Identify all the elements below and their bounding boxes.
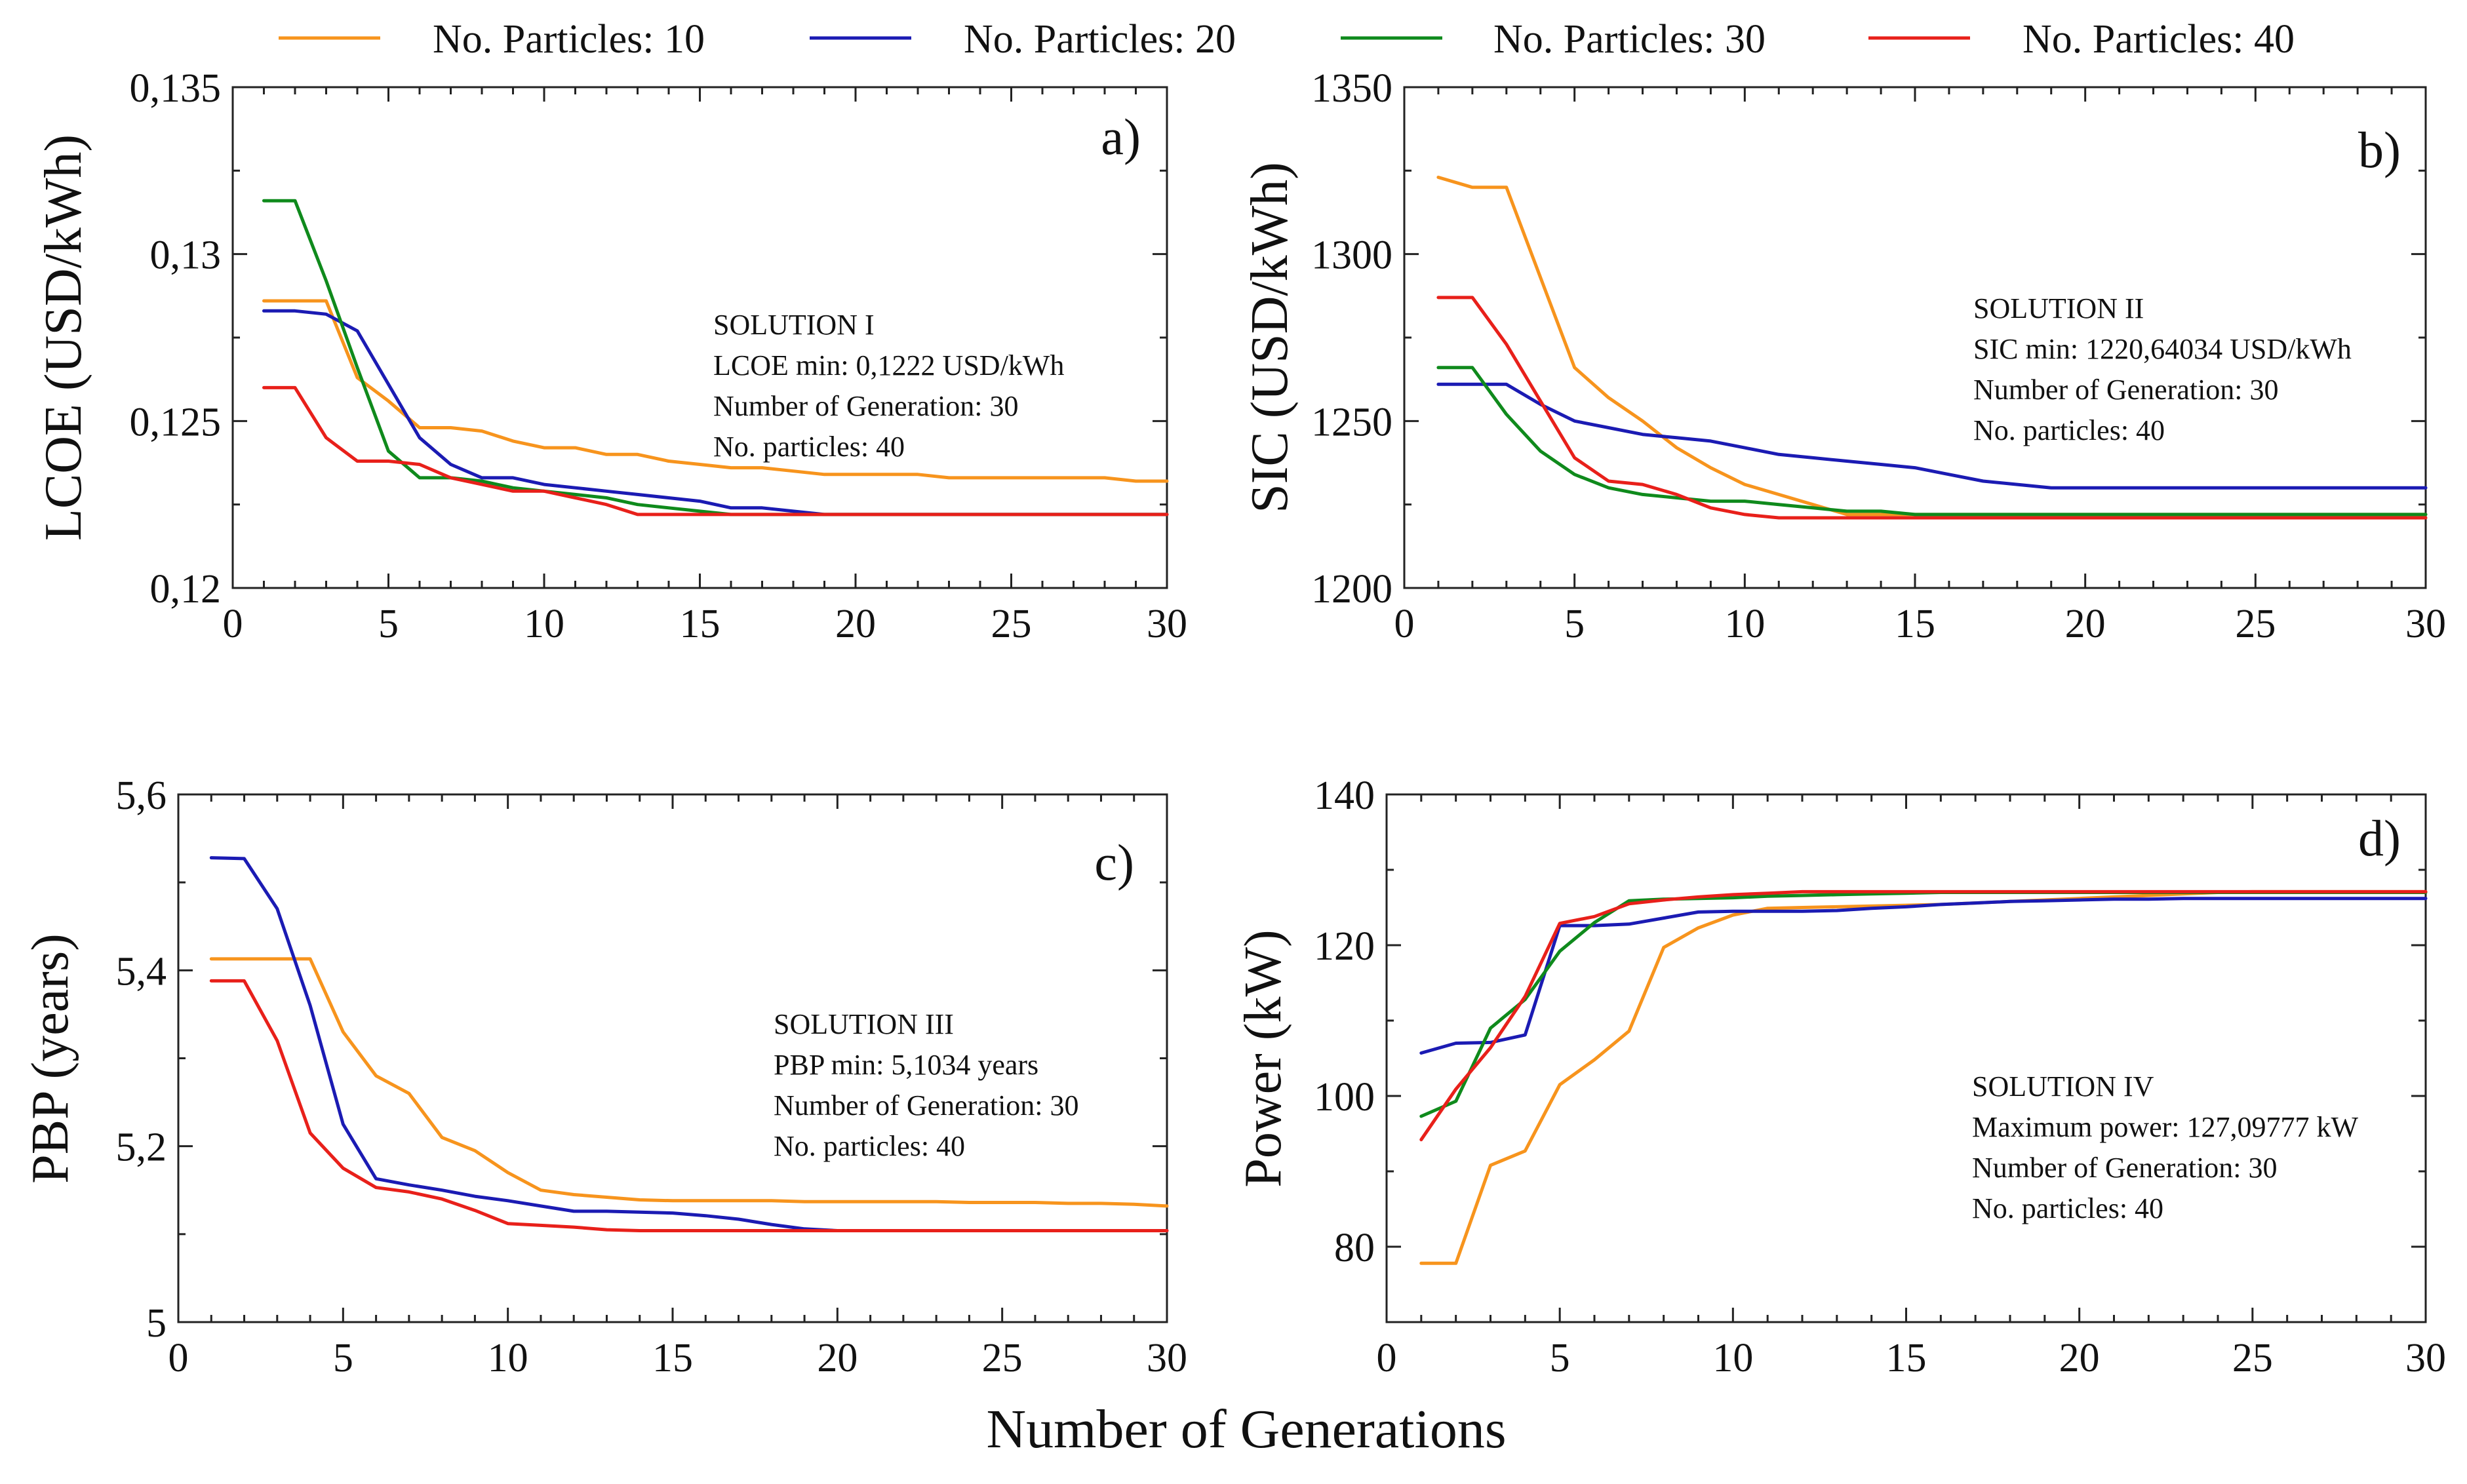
y-tick-label: 120 [1314, 924, 1375, 969]
panel-label: b) [2358, 121, 2401, 178]
x-tick-label: 30 [1147, 1336, 1187, 1380]
annotation-line: SOLUTION IV [1972, 1070, 2154, 1103]
x-tick-label: 5 [1564, 602, 1585, 646]
annotation-line: SOLUTION III [774, 1008, 954, 1040]
y-tick-label: 5 [146, 1301, 167, 1346]
x-tick-label: 0 [1377, 1336, 1397, 1380]
x-tick-label: 15 [1886, 1336, 1927, 1380]
y-axis-label: PBP (years) [22, 933, 79, 1183]
x-tick-label: 25 [982, 1336, 1023, 1380]
series-line-no-particles-40 [1419, 889, 2428, 1142]
series-line-no-particles-30 [1436, 366, 2428, 517]
x-tick-label: 20 [835, 602, 876, 646]
annotation-line: Number of Generation: 30 [1972, 1152, 2278, 1184]
series-line-no-particles-20 [1436, 382, 2428, 490]
panel-label: a) [1101, 108, 1141, 165]
x-tick-label: 30 [1147, 602, 1187, 646]
annotation-line: Maximum power: 127,09777 kW [1972, 1111, 2359, 1143]
annotation-line: Number of Generation: 30 [774, 1089, 1079, 1122]
y-tick-label: 5,2 [116, 1125, 167, 1170]
y-tick-label: 5,4 [116, 949, 167, 994]
x-tick-label: 0 [1394, 602, 1415, 646]
legend-label-2: No. Particles: 20 [964, 17, 1236, 62]
y-tick-label: 1350 [1311, 66, 1392, 111]
x-tick-label: 20 [2065, 602, 2106, 646]
series-line-no-particles-10 [1419, 889, 2428, 1265]
x-tick-label: 10 [488, 1336, 528, 1380]
y-tick-label: 1250 [1311, 400, 1392, 444]
x-tick-label: 10 [524, 602, 564, 646]
series-line-no-particles-40 [209, 979, 1169, 1232]
x-tick-label: 30 [2405, 602, 2446, 646]
chart-panels: 0 5 10 15 20 25 300,120,1250,130,135a)SOLUTION… [22, 66, 2446, 1380]
x-tick-label: 15 [1895, 602, 1935, 646]
annotation-line: No. particles: 40 [774, 1130, 965, 1162]
y-tick-label: 100 [1314, 1075, 1375, 1120]
series-line-no-particles-10 [209, 957, 1169, 1208]
plot-frame-d [1385, 793, 2427, 1323]
x-tick-label: 10 [1712, 1336, 1753, 1380]
series-line-no-particles-40 [262, 385, 1169, 517]
chart-panel-b: 0 5 10 15 20 25 30 1200 1250 1300 1350 b) SOLUTION I… [1241, 66, 2446, 646]
legend: No. Particles: 10 No. Particles: 20 No. Pa… [279, 17, 2295, 62]
annotation-line: Number of Generation: 30 [1973, 374, 2279, 406]
y-axis-label: SIC (USD/kWh) [1241, 162, 1299, 513]
x-axis-label: Number of Generations [986, 1399, 1506, 1460]
chart-panel-d: 0 5 10 15 20 25 30 80 100 120 140 d) SOLUTION IV Maxi… [1234, 773, 2446, 1380]
y-tick-label: 0,135 [130, 66, 222, 111]
annotation-line: SOLUTION II [1973, 292, 2144, 324]
annotation-line: LCOE min: 0,1222 USD/kWh [713, 349, 1064, 381]
x-tick-label: 5 [333, 1336, 353, 1380]
y-tick-label: 1300 [1311, 233, 1392, 278]
panel-label: d) [2358, 810, 2401, 867]
annotation-line: No. particles: 40 [713, 431, 905, 463]
x-tick-label: 25 [991, 602, 1032, 646]
x-tick-label: 30 [2405, 1336, 2446, 1380]
annotation-line: No. particles: 40 [1972, 1192, 2163, 1224]
y-axis-label: LCOE (USD/kWh) [35, 134, 92, 541]
y-tick-label: 0,13 [150, 233, 222, 278]
y-tick-label: 140 [1314, 773, 1375, 818]
x-tick-label: 5 [1550, 1336, 1570, 1380]
chart-panel-a: 0 5 10 15 20 25 30 0,12 0,125 0,13 0,135 a) SOLUTION… [35, 66, 1187, 646]
x-tick-label: 10 [1724, 602, 1765, 646]
annotation-line: Number of Generation: 30 [713, 390, 1019, 422]
annotation-line: SIC min: 1220,64034 USD/kWh [1973, 333, 2352, 365]
x-tick-label: 25 [2232, 1336, 2273, 1380]
legend-label-4: No. Particles: 40 [2023, 17, 2295, 62]
series-line-no-particles-10 [262, 299, 1169, 483]
x-tick-label: 25 [2235, 602, 2276, 646]
x-tick-label: 0 [223, 602, 243, 646]
y-tick-label: 1200 [1311, 567, 1392, 612]
panel-label: c) [1094, 834, 1134, 891]
annotation-line: No. particles: 40 [1973, 414, 2165, 446]
y-axis-label: Power (kW) [1234, 929, 1292, 1187]
y-tick-label: 5,6 [116, 773, 167, 818]
legend-label-3: No. Particles: 30 [1493, 17, 1766, 62]
y-tick-label: 0,125 [130, 400, 222, 444]
x-tick-label: 5 [378, 602, 399, 646]
x-tick-label: 15 [652, 1336, 693, 1380]
x-tick-label: 20 [817, 1336, 858, 1380]
x-tick-label: 15 [680, 602, 720, 646]
y-tick-label: 0,12 [150, 567, 222, 612]
series-line-no-particles-40 [1436, 296, 2428, 520]
y-tick-label: 80 [1334, 1226, 1375, 1270]
x-tick-label: 0 [168, 1336, 189, 1380]
annotation-line: SOLUTION I [713, 309, 875, 341]
annotation-line: PBP min: 5,1034 years [774, 1049, 1038, 1081]
x-tick-label: 20 [2059, 1336, 2100, 1380]
legend-label-1: No. Particles: 10 [433, 17, 705, 62]
